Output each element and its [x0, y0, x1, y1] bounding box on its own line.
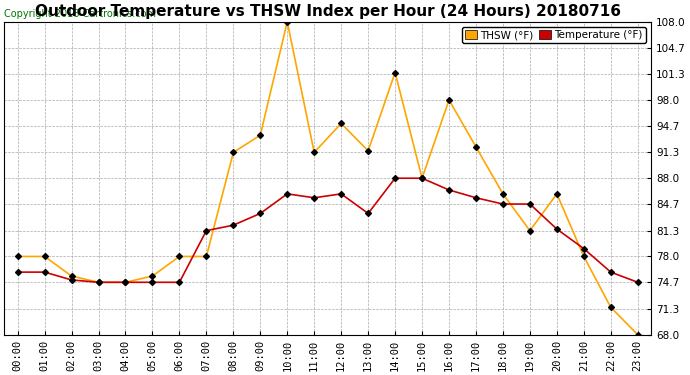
Title: Outdoor Temperature vs THSW Index per Hour (24 Hours) 20180716: Outdoor Temperature vs THSW Index per Ho… [34, 4, 621, 19]
Text: Copyright 2018 Cartronics.com: Copyright 2018 Cartronics.com [4, 9, 156, 19]
Legend: THSW (°F), Temperature (°F): THSW (°F), Temperature (°F) [462, 27, 646, 43]
